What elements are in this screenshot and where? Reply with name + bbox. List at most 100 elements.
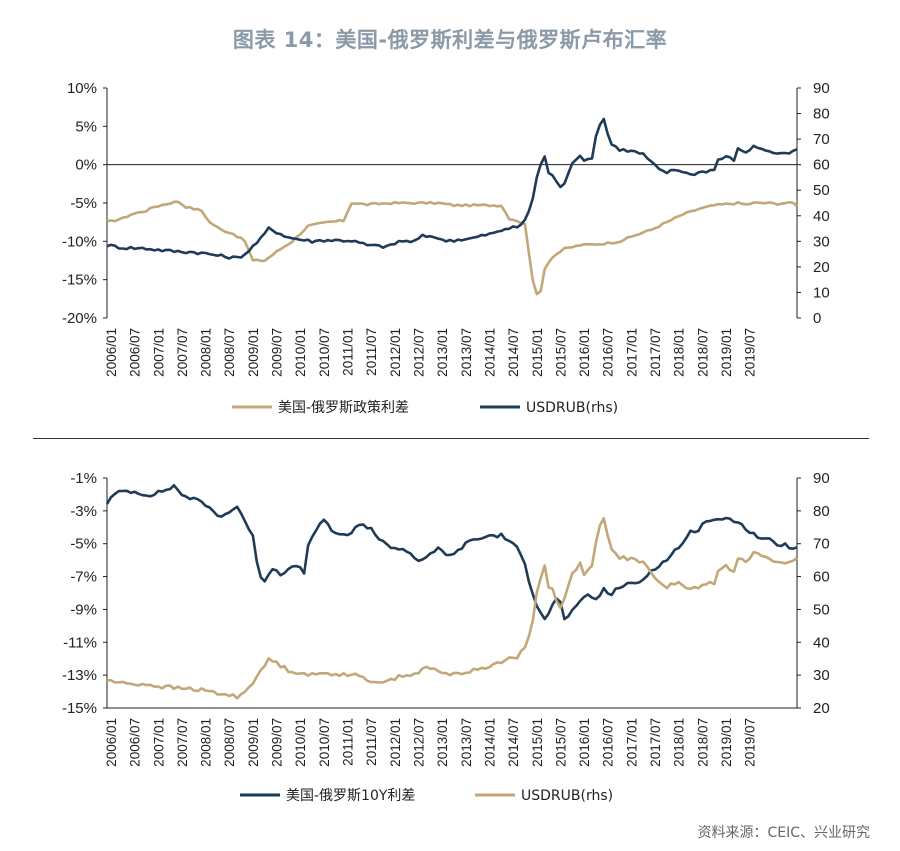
x-tick-label: 2015/07 <box>553 718 568 767</box>
x-tick-label: 2008/01 <box>199 328 214 377</box>
x-tick-label: 2010/01 <box>293 718 308 767</box>
right-tick-label: 30 <box>813 667 830 684</box>
right-tick-label: 30 <box>813 233 830 250</box>
x-tick-label: 2014/07 <box>506 718 521 767</box>
x-tick-label: 2016/01 <box>577 328 592 377</box>
x-tick-label: 2006/01 <box>104 718 119 767</box>
page-title: 图表 14：美国-俄罗斯利差与俄罗斯卢布汇率 <box>232 28 668 52</box>
x-tick-label: 2010/07 <box>317 718 332 767</box>
left-tick-label: -13% <box>62 667 97 684</box>
x-tick-label: 2018/01 <box>672 718 687 767</box>
right-tick-label: 80 <box>813 503 830 520</box>
x-tick-label: 2018/01 <box>672 328 687 377</box>
x-tick-label: 2011/07 <box>364 328 379 376</box>
x-tick-label: 2015/01 <box>530 328 545 377</box>
left-tick-label: 5% <box>75 118 97 135</box>
x-tick-label: 2012/01 <box>388 718 403 767</box>
x-tick-label: 2017/07 <box>648 718 663 767</box>
x-tick-label: 2014/07 <box>506 328 521 377</box>
left-tick-label: -1% <box>70 470 97 487</box>
x-tick-label: 2019/07 <box>743 328 758 377</box>
series-line-0 <box>106 200 798 296</box>
legend-label-0: 美国-俄罗斯政策利差 <box>278 399 409 416</box>
left-tick-label: -10% <box>62 233 97 250</box>
right-tick-label: 20 <box>813 259 830 276</box>
left-tick-label: -15% <box>62 700 97 717</box>
series-line-1 <box>106 117 798 260</box>
x-tick-label: 2008/07 <box>222 328 237 377</box>
top-chart: 10% 5% 0% -5% -10% -15% -20% 90 80 70 60 50 40 30 20 10… <box>0 70 900 430</box>
x-tick-label: 2007/01 <box>151 718 166 767</box>
x-tick-label: 2012/07 <box>411 718 426 767</box>
series-line-1 <box>106 517 798 700</box>
right-tick-label: 10 <box>813 284 830 301</box>
series-line-0 <box>105 484 798 621</box>
right-tick-label: 70 <box>813 536 830 553</box>
x-tick-label: 2017/07 <box>648 328 663 377</box>
x-tick-label: 2010/07 <box>317 328 332 377</box>
x-tick-label: 2015/07 <box>553 328 568 377</box>
right-tick-label: 40 <box>813 208 830 225</box>
x-tick-label: 2013/01 <box>435 718 450 767</box>
x-tick-label: 2012/01 <box>388 328 403 377</box>
left-tick-label: -5% <box>70 195 97 212</box>
legend-label-0: 美国-俄罗斯10Y利差 <box>286 788 415 804</box>
x-tick-label: 2013/07 <box>459 328 474 377</box>
x-tick-label: 2006/07 <box>128 718 143 767</box>
bottom-chart: -1% -3% -5% -7% -9% -11% -13% -15% 90 80 70 60 50 40 3… <box>0 460 900 820</box>
right-tick-label: 90 <box>813 470 830 487</box>
x-tick-label: 2007/07 <box>175 328 190 377</box>
x-tick-label: 2007/07 <box>175 718 190 767</box>
x-tick-label: 2010/01 <box>293 328 308 377</box>
left-tick-label: -5% <box>70 536 97 553</box>
x-tick-label: 2015/01 <box>530 718 545 767</box>
top-chart-svg: 10%5%0%-5%-10%-15%-20%908070605040302010… <box>62 80 830 416</box>
left-tick-label: -9% <box>70 601 97 618</box>
right-tick-label: 50 <box>813 601 830 618</box>
left-tick-label: -15% <box>62 272 97 289</box>
x-tick-label: 2009/07 <box>270 718 285 767</box>
x-tick-label: 2016/01 <box>577 718 592 767</box>
right-tick-label: 20 <box>813 700 830 717</box>
left-tick-label: -3% <box>70 503 97 520</box>
x-tick-label: 2019/01 <box>719 718 734 767</box>
right-tick-label: 60 <box>813 569 830 586</box>
x-tick-label: 2019/01 <box>719 328 734 377</box>
x-tick-label: 2016/07 <box>601 328 616 377</box>
section-divider <box>33 438 869 439</box>
x-tick-label: 2014/01 <box>482 328 497 377</box>
x-tick-label: 2013/07 <box>459 718 474 767</box>
x-tick-label: 2011/01 <box>341 718 356 766</box>
x-tick-label: 2011/07 <box>364 718 379 766</box>
source-note: 资料来源：CEIC、兴业研究 <box>697 825 870 841</box>
x-tick-label: 2019/07 <box>743 718 758 767</box>
x-tick-label: 2018/07 <box>695 718 710 767</box>
x-tick-label: 2006/01 <box>104 328 119 377</box>
x-tick-label: 2018/07 <box>695 328 710 377</box>
right-tick-label: 90 <box>813 80 830 97</box>
right-tick-label: 80 <box>813 106 830 123</box>
x-tick-label: 2014/01 <box>482 718 497 767</box>
x-tick-label: 2007/01 <box>151 328 166 377</box>
x-tick-label: 2017/01 <box>624 328 639 377</box>
x-tick-label: 2017/01 <box>624 718 639 767</box>
left-tick-label: -11% <box>63 634 97 651</box>
left-tick-label: -20% <box>62 310 97 327</box>
x-tick-label: 2009/01 <box>246 718 261 767</box>
left-tick-label: 0% <box>75 157 97 174</box>
right-tick-label: 50 <box>813 182 830 199</box>
x-tick-label: 2008/01 <box>199 718 214 767</box>
legend-label-1: USDRUB(rhs) <box>526 400 618 416</box>
legend-label-1: USDRUB(rhs) <box>521 788 613 804</box>
x-tick-label: 2006/07 <box>128 328 143 377</box>
x-tick-label: 2011/01 <box>341 328 356 376</box>
x-tick-label: 2012/07 <box>411 328 426 377</box>
x-tick-label: 2013/01 <box>435 328 450 377</box>
x-tick-label: 2008/07 <box>222 718 237 767</box>
x-tick-label: 2009/07 <box>270 328 285 377</box>
right-tick-label: 40 <box>813 634 830 651</box>
x-tick-label: 2009/01 <box>246 328 261 377</box>
left-tick-label: 10% <box>67 80 97 97</box>
right-tick-label: 70 <box>813 131 830 148</box>
right-tick-label: 0 <box>813 310 821 327</box>
